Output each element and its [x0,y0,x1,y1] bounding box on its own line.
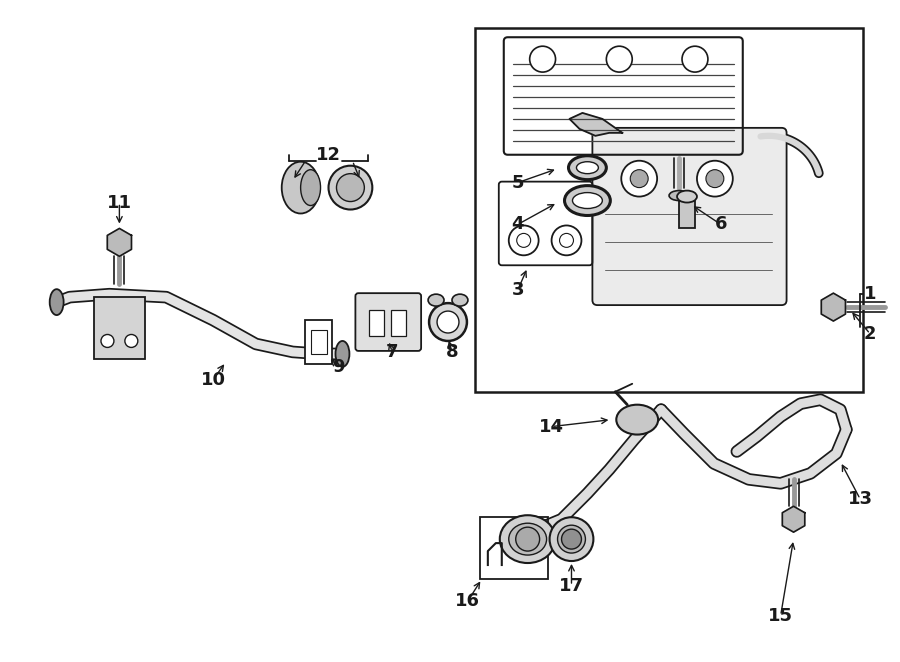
Ellipse shape [557,525,585,553]
Text: 10: 10 [201,371,226,389]
Bar [304,320,332,364]
Text: 1: 1 [864,285,877,303]
Text: 4: 4 [511,215,524,234]
Bar [392,310,406,336]
Text: 12: 12 [316,146,341,164]
Ellipse shape [337,173,365,201]
Ellipse shape [577,162,598,173]
Ellipse shape [508,523,546,555]
Text: 17: 17 [559,577,584,595]
Circle shape [125,334,138,348]
Polygon shape [782,506,805,532]
Ellipse shape [564,185,610,216]
Circle shape [630,169,648,187]
Ellipse shape [328,166,373,209]
Ellipse shape [677,191,697,203]
Ellipse shape [301,169,320,205]
Ellipse shape [500,515,555,563]
Text: 3: 3 [511,281,524,299]
FancyBboxPatch shape [356,293,421,351]
Ellipse shape [572,193,602,209]
Circle shape [621,161,657,197]
Bar [94,297,145,359]
Ellipse shape [569,156,607,179]
Circle shape [101,334,114,348]
Bar [369,310,384,336]
Ellipse shape [669,191,689,201]
Ellipse shape [437,311,459,333]
FancyBboxPatch shape [592,128,787,305]
Ellipse shape [429,303,467,341]
Ellipse shape [452,294,468,306]
Text: 6: 6 [715,215,727,234]
Polygon shape [822,293,845,321]
Text: 2: 2 [864,325,877,343]
Text: 15: 15 [768,607,793,625]
Text: 13: 13 [848,491,873,508]
Ellipse shape [50,289,64,315]
Ellipse shape [336,341,349,367]
Circle shape [516,527,540,551]
Text: 7: 7 [386,343,399,361]
Text: 16: 16 [455,592,481,610]
Circle shape [697,161,733,197]
Text: 5: 5 [511,173,524,191]
Circle shape [562,529,581,549]
Text: 9: 9 [332,358,345,376]
Bar [480,517,547,579]
Bar [679,201,695,228]
Ellipse shape [616,404,658,434]
Ellipse shape [550,517,593,561]
Text: 11: 11 [107,193,132,212]
Circle shape [682,46,708,72]
Circle shape [607,46,632,72]
Circle shape [706,169,724,187]
Circle shape [530,46,555,72]
Text: 8: 8 [446,343,458,361]
Text: 14: 14 [539,418,564,436]
Bar [475,28,863,392]
Polygon shape [570,113,622,136]
Ellipse shape [428,294,444,306]
Bar [310,330,327,354]
Polygon shape [107,228,131,256]
Ellipse shape [282,162,320,214]
